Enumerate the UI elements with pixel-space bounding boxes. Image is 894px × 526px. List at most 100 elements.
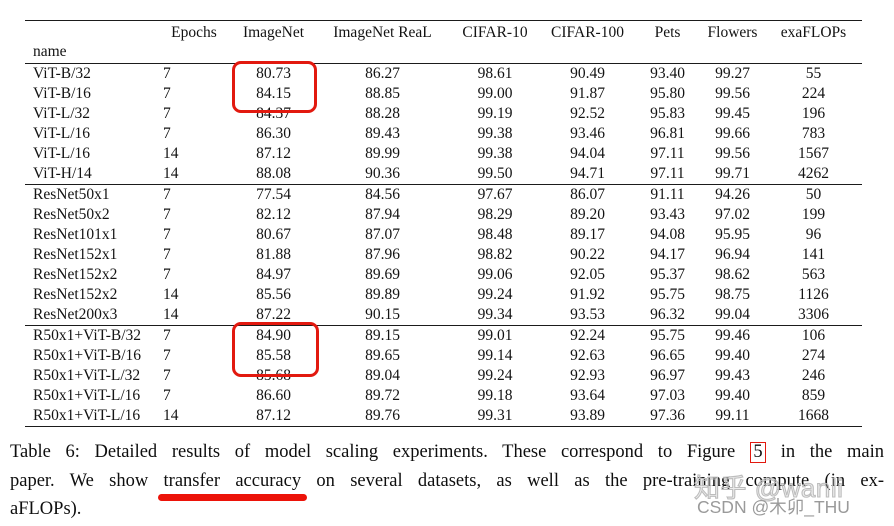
value-cell: 98.75 (715, 285, 750, 303)
value-cell: 14 (163, 305, 179, 323)
column-header: ImageNet ReaL (333, 24, 432, 41)
value-cell: 85.68 (256, 366, 291, 384)
table-group: R50x1+ViT-B/32 7 84.90 89.15 99.01 92.24 95.75… (25, 325, 862, 426)
value-cell: 97.11 (650, 164, 685, 182)
index-label: name (33, 42, 67, 60)
value-cell: 7 (163, 64, 171, 82)
value-cell: 95.83 (650, 104, 685, 122)
value-cell: 99.38 (477, 124, 513, 142)
value-cell: 14 (163, 164, 179, 182)
value-cell: 96.32 (650, 305, 685, 323)
caption-line-2: paper. We show transfer accuracy on seve… (10, 467, 884, 496)
caption-line-3: aFLOPs). (10, 495, 884, 524)
model-name-cell: ViT-L/32 (33, 104, 91, 122)
value-cell: 93.64 (570, 386, 605, 404)
model-name-cell: ResNet152x2 (33, 265, 118, 283)
value-cell: 96.97 (650, 366, 685, 384)
model-name-cell: ResNet101x1 (33, 225, 118, 243)
value-cell: 84.15 (256, 84, 291, 102)
table-row: ViT-B/32 7 80.73 86.27 98.61 90.49 93.40 99.27 5… (25, 63, 862, 84)
caption-text: on several datasets, as well as the pre-… (316, 470, 885, 491)
model-name-cell: ViT-L/16 (33, 144, 91, 162)
table-row: ResNet152x1 7 81.88 87.96 98.82 90.22 94.17 96.… (25, 245, 862, 265)
caption-text: paper. We show (10, 470, 149, 491)
value-cell: 99.50 (477, 164, 513, 182)
model-name-cell: R50x1+ViT-B/16 (33, 346, 142, 364)
value-cell: 89.72 (365, 386, 400, 404)
value-cell: 87.12 (256, 144, 291, 162)
value-cell: 99.56 (715, 84, 750, 102)
column-header: ImageNet (242, 24, 305, 41)
value-cell: 99.34 (477, 305, 513, 323)
value-cell: 98.48 (477, 225, 513, 243)
value-cell: 14 (163, 144, 179, 162)
value-cell: 84.90 (256, 326, 291, 344)
table-row: R50x1+ViT-L/16 7 86.60 89.72 99.18 93.64 97.03… (25, 386, 862, 406)
caption-line-1: Table 6: Detailed results of model scali… (10, 438, 884, 467)
caption-text: aFLOPs). (10, 499, 82, 519)
table-row: R50x1+ViT-L/16 14 87.12 89.76 99.31 93.89 97.3… (25, 406, 862, 427)
value-cell: 94.08 (650, 225, 685, 243)
zhihu-watermark: 知乎 @wanli (693, 472, 844, 503)
value-cell: 94.71 (570, 164, 605, 182)
column-header-row: Epochs ImageNet ImageNet ReaL CIFAR-10 CIFAR… (25, 21, 862, 43)
model-name-cell: ViT-B/32 (33, 64, 91, 82)
value-cell: 246 (801, 366, 826, 384)
value-cell: 88.28 (365, 104, 400, 122)
index-header-spacer (765, 43, 862, 64)
value-cell: 14 (163, 285, 179, 303)
index-header-spacer (156, 43, 232, 64)
table-row: R50x1+ViT-L/32 7 85.68 89.04 99.24 92.93 96.97… (25, 366, 862, 386)
value-cell: 84.56 (365, 185, 400, 203)
figure-reference-link[interactable]: 5 (749, 442, 767, 463)
value-cell: 95.75 (650, 285, 685, 303)
value-cell: 99.19 (477, 104, 513, 122)
model-name-cell: ResNet50x2 (33, 205, 110, 223)
value-cell: 7 (163, 104, 171, 122)
value-cell: 85.58 (256, 346, 291, 364)
model-name-cell: ResNet200x3 (33, 305, 118, 323)
value-cell: 7 (163, 326, 171, 344)
model-name-cell: ViT-B/16 (33, 84, 91, 102)
value-cell: 95.95 (715, 225, 750, 243)
value-cell: 97.03 (650, 386, 685, 404)
index-header-spacer (450, 43, 540, 64)
value-cell: 99.66 (715, 124, 750, 142)
table-row: ViT-L/16 14 87.12 89.99 99.38 94.04 97.11 99.56… (25, 144, 862, 164)
value-cell: 96.94 (715, 245, 750, 263)
value-cell: 96 (805, 225, 822, 243)
value-cell: 92.52 (570, 104, 605, 122)
value-cell: 84.37 (256, 104, 291, 122)
table-region: Epochs ImageNet ImageNet ReaL CIFAR-10 CIFAR… (25, 20, 862, 427)
table-row: ViT-B/16 7 84.15 88.85 99.00 91.87 95.80 99.56 2… (25, 84, 862, 104)
column-header: exaFLOPs (780, 24, 847, 41)
value-cell: 90.22 (570, 245, 605, 263)
value-cell: 87.96 (365, 245, 400, 263)
value-cell: 99.45 (715, 104, 750, 122)
value-cell: 90.49 (570, 64, 605, 82)
results-table: Epochs ImageNet ImageNet ReaL CIFAR-10 CIFAR… (25, 20, 862, 427)
value-cell: 99.06 (477, 265, 513, 283)
value-cell: 84.97 (256, 265, 291, 283)
value-cell: 106 (801, 326, 826, 344)
model-name-cell: ViT-L/16 (33, 124, 91, 142)
index-header-spacer (315, 43, 450, 64)
value-cell: 91.87 (570, 84, 605, 102)
column-header: CIFAR-100 (551, 24, 624, 41)
value-cell: 199 (801, 205, 826, 223)
column-header: Epochs (171, 24, 217, 41)
value-cell: 91.92 (570, 285, 605, 303)
value-cell: 99.38 (477, 144, 513, 162)
value-cell: 99.00 (477, 84, 513, 102)
value-cell: 563 (801, 265, 826, 283)
csdn-watermark: CSDN @木卯_THU (697, 497, 850, 517)
value-cell: 95.37 (650, 265, 685, 283)
value-cell: 7 (163, 346, 171, 364)
value-cell: 97.11 (650, 144, 685, 162)
value-cell: 859 (801, 386, 826, 404)
table-row: ResNet200x3 14 87.22 90.15 99.34 93.53 96.32 99… (25, 305, 862, 326)
value-cell: 50 (805, 185, 822, 203)
value-cell: 98.61 (477, 64, 513, 82)
model-name-cell: R50x1+ViT-L/16 (33, 386, 141, 404)
value-cell: 86.60 (256, 386, 291, 404)
